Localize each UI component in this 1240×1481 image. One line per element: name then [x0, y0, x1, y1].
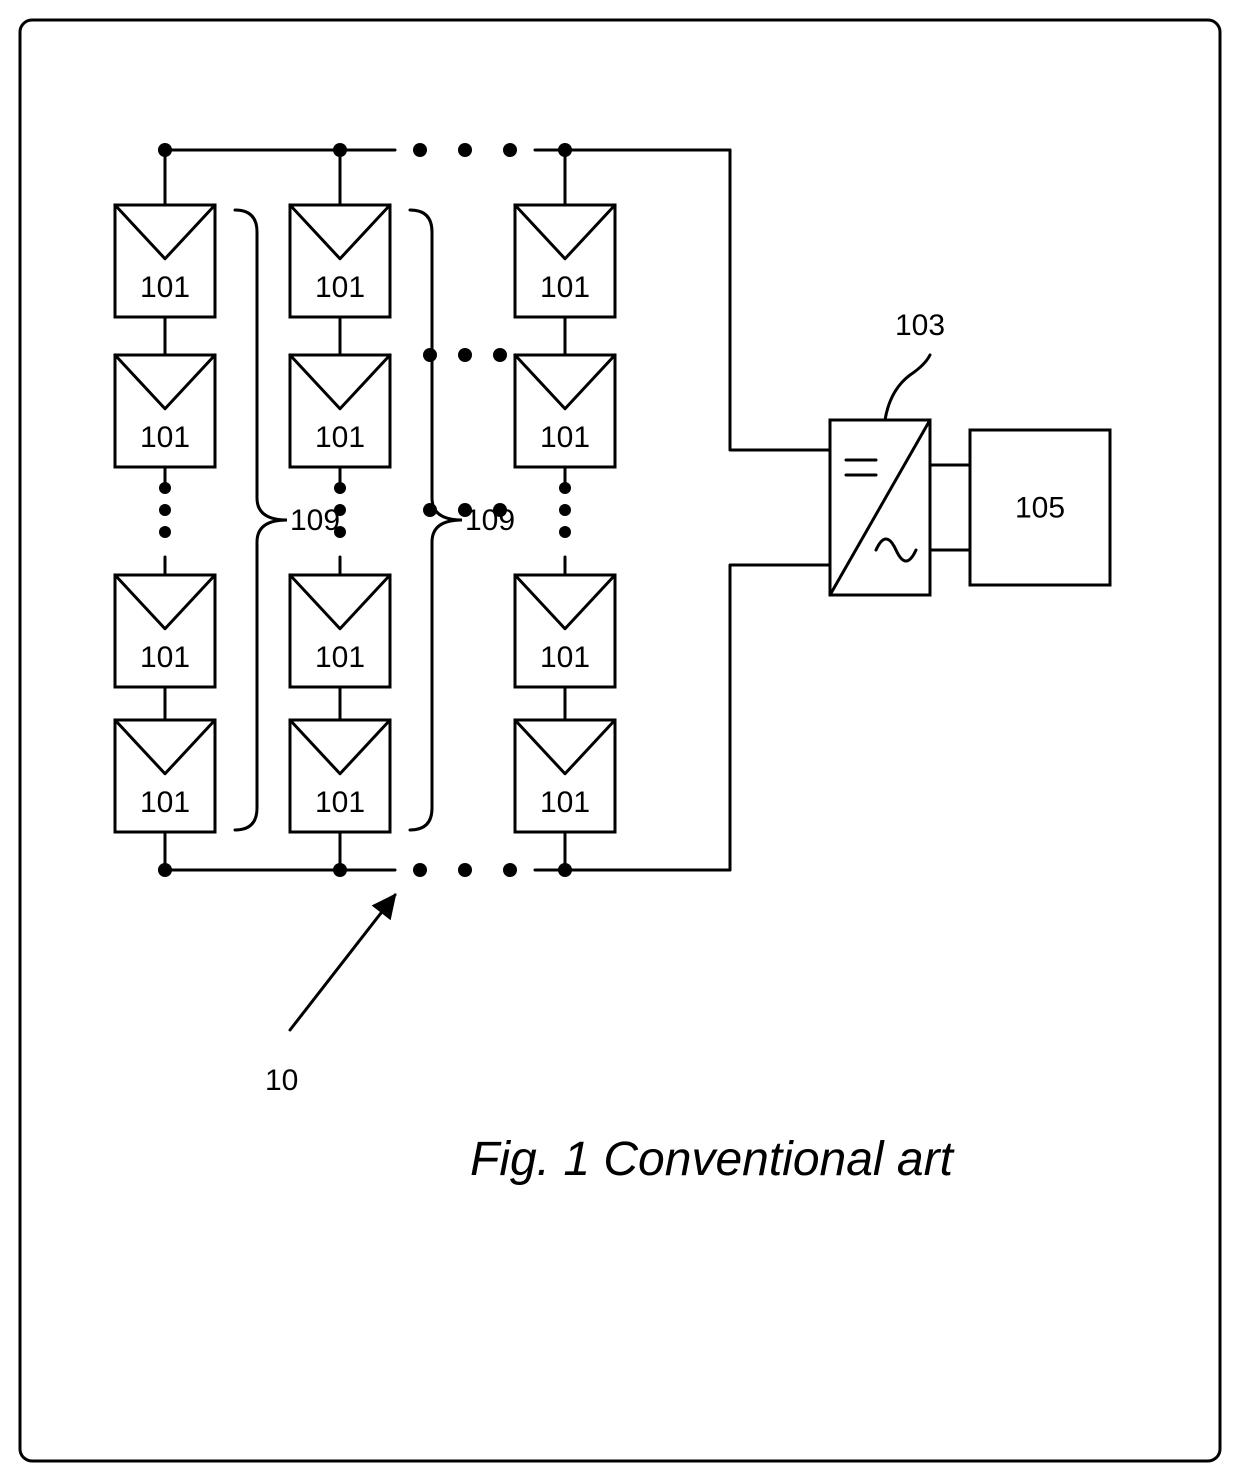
solar-panel: 101 [115, 355, 215, 467]
inverter [830, 420, 930, 595]
solar-panel: 101 [290, 355, 390, 467]
curly-brace [410, 210, 462, 830]
panel-label: 101 [540, 641, 590, 674]
solar-panel: 101 [290, 205, 390, 317]
panel-label: 101 [140, 421, 190, 454]
load-label: 105 [1015, 492, 1065, 525]
panel-label: 101 [540, 421, 590, 454]
ellipsis-h [413, 863, 517, 877]
solar-panel: 101 [515, 720, 615, 832]
solar-panel: 101 [115, 575, 215, 687]
solar-panel: 101 [290, 720, 390, 832]
array-arrow [290, 895, 395, 1030]
figure-caption: Fig. 1 Conventional art [470, 1133, 955, 1186]
string-label: 109 [290, 504, 340, 537]
panel-label: 101 [540, 271, 590, 304]
panel-label: 101 [140, 271, 190, 304]
panel-label: 101 [315, 641, 365, 674]
solar-panel: 101 [515, 205, 615, 317]
panel-label: 101 [540, 786, 590, 819]
inverter-leader [885, 355, 930, 420]
solar-panel: 101 [290, 575, 390, 687]
ellipsis-h [423, 348, 507, 362]
dc-lead-top [730, 150, 830, 450]
panel-label: 101 [140, 641, 190, 674]
ellipsis-h [413, 143, 517, 157]
array-label: 10 [265, 1064, 298, 1097]
panel-label: 101 [315, 786, 365, 819]
dc-lead-bot [730, 565, 830, 870]
solar-panel: 101 [515, 575, 615, 687]
solar-panel: 101 [115, 720, 215, 832]
panel-label: 101 [315, 421, 365, 454]
panel-label: 101 [315, 271, 365, 304]
ellipsis-v [559, 482, 571, 538]
string-label: 109 [465, 504, 515, 537]
inverter-label: 103 [895, 309, 945, 342]
ellipsis-v [159, 482, 171, 538]
solar-panel: 101 [115, 205, 215, 317]
panel-label: 101 [140, 786, 190, 819]
curly-brace [235, 210, 287, 830]
solar-panel: 101 [515, 355, 615, 467]
